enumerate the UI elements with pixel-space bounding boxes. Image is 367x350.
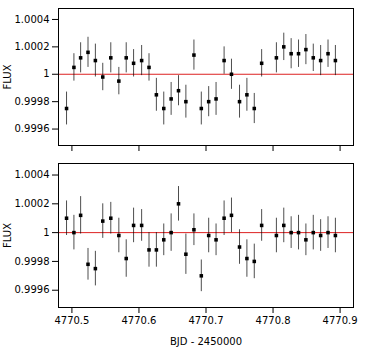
svg-text:4770.9: 4770.9 xyxy=(323,315,358,326)
svg-text:4770.7: 4770.7 xyxy=(189,315,224,326)
svg-text:1: 1 xyxy=(43,68,49,79)
svg-text:0.9996: 0.9996 xyxy=(15,123,50,134)
svg-text:1.0002: 1.0002 xyxy=(15,198,50,209)
svg-text:4770.8: 4770.8 xyxy=(256,315,291,326)
svg-text:0.9998: 0.9998 xyxy=(15,96,50,107)
svg-text:FLUX: FLUX xyxy=(2,223,13,248)
svg-text:1.0004: 1.0004 xyxy=(15,169,50,180)
svg-text:1.0004: 1.0004 xyxy=(15,14,50,25)
svg-text:1.0002: 1.0002 xyxy=(15,41,50,52)
svg-text:0.9996: 0.9996 xyxy=(15,284,50,295)
svg-text:0.9998: 0.9998 xyxy=(15,256,50,267)
svg-text:1: 1 xyxy=(43,227,49,238)
svg-text:BJD - 2450000: BJD - 2450000 xyxy=(170,336,242,347)
svg-text:4770.5: 4770.5 xyxy=(54,315,89,326)
svg-text:FLUX: FLUX xyxy=(2,64,13,89)
svg-text:4770.6: 4770.6 xyxy=(121,315,156,326)
